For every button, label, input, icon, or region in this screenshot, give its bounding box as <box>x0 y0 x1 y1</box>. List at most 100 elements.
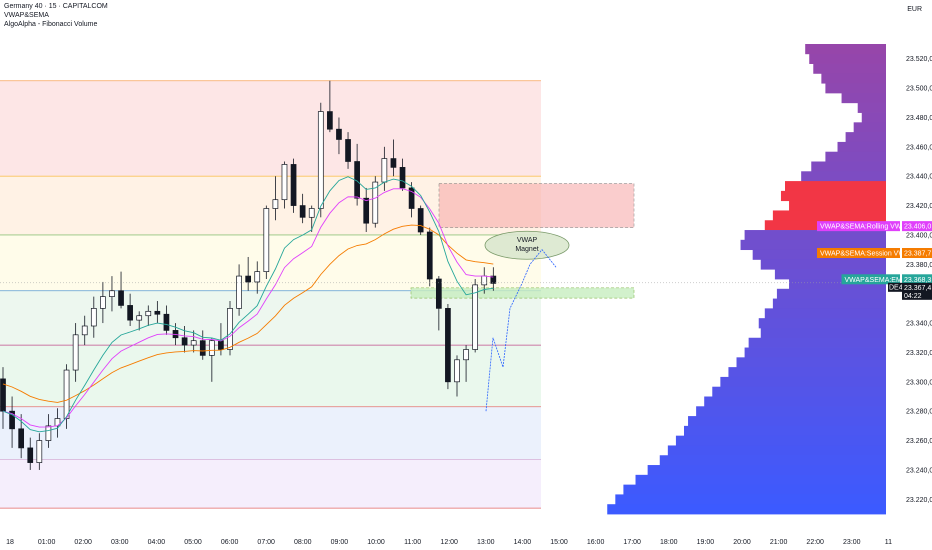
y-tick-label: 23.280,0 <box>906 409 932 416</box>
y-tick-label: 23.320,0 <box>906 350 932 357</box>
session-vwap-line <box>2 224 494 403</box>
volume-profile-bar <box>760 259 886 270</box>
bull-candle <box>236 275 242 309</box>
last-price-bg <box>902 282 932 300</box>
x-tick-label: 23:00 <box>843 539 861 546</box>
symbol-title[interactable]: Germany 40 · 15 · CAPITALCOM <box>4 3 108 10</box>
x-tick-label: 12:00 <box>440 539 458 546</box>
volume-profile-bar <box>764 308 886 319</box>
x-tick-label: 09:00 <box>331 539 349 546</box>
bull-candle <box>454 359 460 383</box>
y-tick-label: 23.420,0 <box>906 203 932 210</box>
ema-label-text: VWAP&SEMA:EMA 9 <box>845 277 913 284</box>
volume-profile-bar <box>861 112 886 123</box>
bull-candle <box>145 310 152 317</box>
indicator-fibonacci-volume[interactable]: AlgoAlpha - Fibonacci Volume <box>4 21 98 28</box>
fib-zone <box>0 406 541 460</box>
volume-profile-bar <box>684 425 886 437</box>
bull-candle <box>481 275 488 286</box>
bear-candle <box>181 337 188 346</box>
volume-profile-bar <box>696 406 886 417</box>
bear-candle <box>290 164 297 206</box>
bull-candle <box>372 181 379 224</box>
x-tick-label: 07:00 <box>257 539 275 546</box>
y-tick-label: 23.240,0 <box>906 467 932 474</box>
rolling-vwap-label-value-bg <box>902 221 932 232</box>
volume-profile-bar <box>772 298 886 309</box>
bull-candle <box>272 199 279 209</box>
candle-countdown: 04:22 <box>904 293 922 300</box>
x-tick-label: 14:00 <box>514 539 532 546</box>
projection-arrow <box>485 248 557 412</box>
volume-profile-bar <box>789 279 886 290</box>
x-tick-label: 10:00 <box>367 539 385 546</box>
rolling-vwap-label-tag <box>817 221 900 232</box>
bull-candle <box>63 369 70 419</box>
fib-zone <box>0 234 541 291</box>
session-vwap-label-tag <box>817 248 900 259</box>
volume-profile-bar <box>841 92 886 104</box>
volume-profile-bar <box>772 210 886 221</box>
x-tick-label: 05:00 <box>184 539 202 546</box>
volume-profile-bar <box>801 171 886 182</box>
bear-candle <box>327 111 333 130</box>
last-price-value: 23.367,4 <box>904 285 931 292</box>
volume-profile-bar <box>704 396 886 407</box>
x-tick-label: 01:00 <box>38 539 56 546</box>
bear-candle <box>118 290 124 306</box>
y-tick-label: 23.300,0 <box>906 379 932 386</box>
volume-profile-bar <box>647 465 886 476</box>
annotation-magnet: Magnet <box>515 246 538 253</box>
bear-candle <box>0 378 6 412</box>
volume-profile-bar <box>789 200 886 211</box>
bear-candle <box>399 167 406 189</box>
y-tick-label: 23.400,0 <box>906 232 932 239</box>
ema-label-tag <box>841 274 900 285</box>
volume-profile-bar <box>744 347 886 358</box>
volume-profile-bar <box>740 239 886 251</box>
bear-candle <box>27 447 34 463</box>
bull-candle <box>36 440 43 463</box>
bear-candle <box>18 428 25 449</box>
bull-candle <box>109 290 115 297</box>
bear-candle <box>245 275 252 283</box>
volume-profile-bar <box>667 445 886 456</box>
supply-zone-box <box>438 183 635 228</box>
volume-profile-bar <box>607 504 886 515</box>
bull-candle <box>136 315 143 321</box>
bear-candle <box>435 278 442 309</box>
volume-profile-bar <box>853 122 886 133</box>
volume-profile-bar <box>744 230 886 241</box>
y-tick-label: 23.440,0 <box>906 174 932 181</box>
bear-candle <box>336 128 342 140</box>
volume-profile-bar <box>811 161 886 172</box>
volume-profile-bar <box>736 357 886 368</box>
bull-candle <box>190 340 197 346</box>
currency-label[interactable]: EUR <box>907 6 922 13</box>
x-tick-label: 22:00 <box>806 539 824 546</box>
volume-profile-bar <box>785 181 886 192</box>
indicator-vwap-sema[interactable]: VWAP&SEMA <box>4 12 49 19</box>
bear-candle <box>363 197 370 224</box>
bull-candle <box>254 271 261 283</box>
x-tick-label: 15:00 <box>550 539 568 546</box>
bull-candle <box>317 111 324 209</box>
x-tick-label: 19:00 <box>697 539 715 546</box>
volume-profile-bar <box>675 435 886 446</box>
ema-line <box>2 176 494 433</box>
x-tick-label: 16:00 <box>587 539 605 546</box>
volume-profile-bar <box>821 73 886 84</box>
vwap-magnet-ellipse <box>484 230 570 260</box>
rolling-vwap-label-value: 23.406,0 <box>904 224 931 231</box>
volume-profile-bar <box>845 132 886 143</box>
x-tick-label: 20:00 <box>733 539 751 546</box>
volume-profile-bar <box>720 376 886 388</box>
bear-candle <box>408 187 415 209</box>
bear-candle <box>9 410 15 430</box>
bull-candle <box>472 284 479 350</box>
bear-candle <box>218 340 224 350</box>
x-tick-label: 04:00 <box>148 539 166 546</box>
volume-profile-bar <box>813 63 886 74</box>
rolling-vwap-line <box>2 188 494 428</box>
